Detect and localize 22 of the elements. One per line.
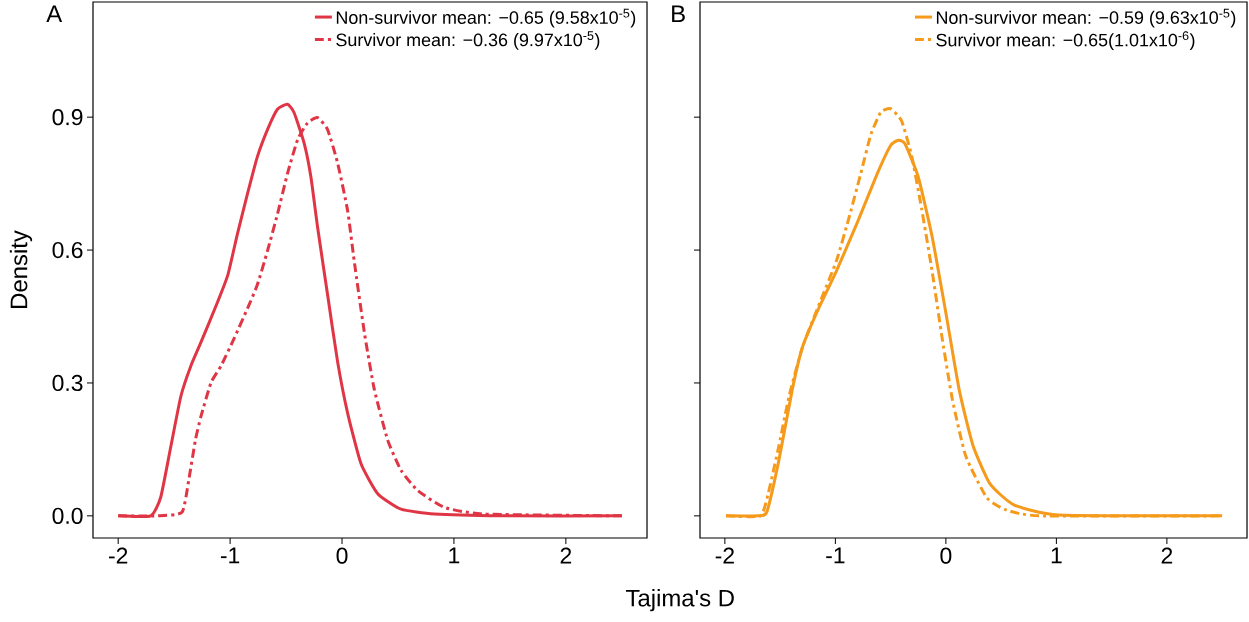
chart-title: A [46,5,63,22]
legend-label: Survivor mean: −0.36 (9.97x10$^{-5}$) [336,31,600,50]
legend-label: Survivor mean: −0.65(1.01x10$^{-6}$) [936,31,1195,50]
x-tick-label: 1 [1051,547,1062,564]
y-tick-label: 0.9 [52,109,83,126]
x-tick-label: 2 [1161,547,1173,564]
y-axis-title: Density [9,230,33,308]
y-tick-label: 0.3 [52,374,83,392]
legend-label: Non-survivor mean: −0.59 (9.63x10$^{-5}$) [936,8,1236,28]
x-tick-label: 2 [560,547,572,564]
x-tick-label: -2 [715,547,734,564]
x-tick-label: -1 [220,547,240,564]
x-tick-label: 0 [336,547,348,564]
legend-label: Non-survivor mean: −0.65 (9.58x10$^{-5}$) [336,8,636,28]
x-tick-label: 0 [940,547,952,564]
y-tick-label: 0.0 [52,507,83,524]
y-tick-label: 0.6 [52,241,83,259]
chart-title: B [672,5,685,22]
x-tick-label: -1 [826,547,845,564]
x-tick-label: -2 [109,547,128,564]
x-tick-label: 1 [449,547,460,564]
x-axis-title: Tajima's D [626,589,734,612]
